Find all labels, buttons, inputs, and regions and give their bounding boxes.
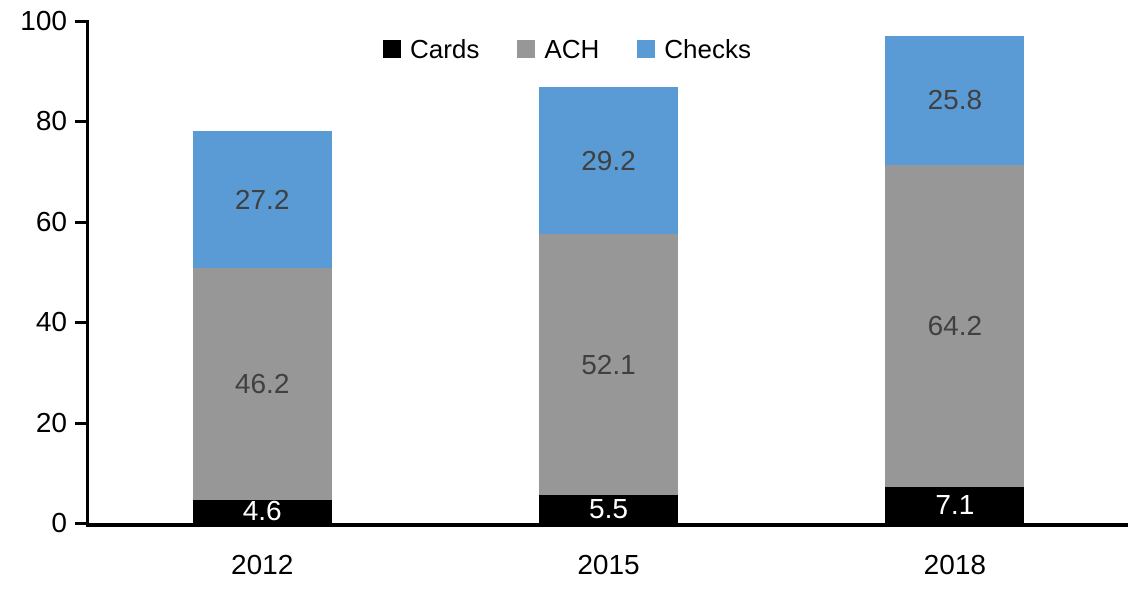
data-label-cards-2012: 4.6 [242,495,282,527]
segment-cards-2015: 5.5 [538,493,678,525]
y-tick-label-80: 80 [35,105,67,137]
legend-label-checks: Checks [664,34,751,64]
segment-ach-2012: 46.2 [192,268,332,500]
y-tick-40 [75,321,89,325]
data-label-ach-2018: 64.2 [927,310,983,342]
segment-checks-2018: 25.8 [885,35,1025,166]
bar-2012: 27.2 46.2 4.6 [192,21,332,527]
legend-item-cards: Cards [383,36,479,62]
y-tick-label-40: 40 [35,306,67,338]
legend-swatch-checks-icon [637,40,656,58]
bar-2018: 25.8 64.2 7.1 [885,21,1025,523]
data-label-ach-2015: 52.1 [581,348,636,380]
x-axis-labels: 2012 2015 2018 [89,551,1128,579]
y-tick-label-0: 0 [51,507,67,538]
y-tick-80 [75,120,89,124]
data-label-checks-2015: 29.2 [581,144,636,176]
legend-item-checks: Checks [637,36,751,62]
y-tick-label-60: 60 [35,205,67,237]
x-label-2015: 2015 [577,549,640,580]
bar-2015: 29.2 52.1 5.5 [538,21,678,525]
legend-label-cards: Cards [410,34,480,64]
y-tick-20 [75,421,89,425]
x-label-2012: 2012 [231,549,294,580]
legend-item-ach: ACH [517,36,599,62]
x-label-2018: 2018 [923,549,986,580]
y-tick-label-100: 100 [20,5,67,36]
bar-slot-2015: 29.2 52.1 5.5 [435,21,781,523]
segment-checks-2015: 29.2 [538,87,678,234]
plot-area: 100 80 60 40 20 0 27.2 46.2 4.6 [20,7,1128,537]
y-axis-line [86,20,89,524]
segment-cards-2018: 7.1 [885,487,1025,523]
segment-cards-2012: 4.6 [192,495,332,527]
legend: Cards ACH Checks [0,36,1134,62]
y-tick-0 [75,522,89,525]
data-label-ach-2012: 46.2 [234,367,290,399]
x-axis-line [86,523,1128,527]
bar-slot-2012: 27.2 46.2 4.6 [89,21,435,527]
y-tick-60 [75,220,89,224]
y-tick-label-20: 20 [35,406,67,438]
data-label-cards-2015: 5.5 [589,493,628,525]
legend-swatch-ach-icon [517,40,536,58]
data-label-checks-2018: 25.8 [927,84,983,116]
legend-label-ach: ACH [544,34,600,64]
bars: 27.2 46.2 4.6 29.2 52.1 [89,21,1128,527]
legend-swatch-cards-icon [383,40,402,58]
segment-ach-2018: 64.2 [885,165,1025,488]
data-label-cards-2018: 7.1 [935,489,975,521]
data-label-checks-2012: 27.2 [234,183,290,215]
y-tick-100 [75,20,89,23]
segment-ach-2015: 52.1 [538,233,678,496]
bar-slot-2018: 25.8 64.2 7.1 [782,21,1128,523]
segment-checks-2012: 27.2 [192,131,332,268]
